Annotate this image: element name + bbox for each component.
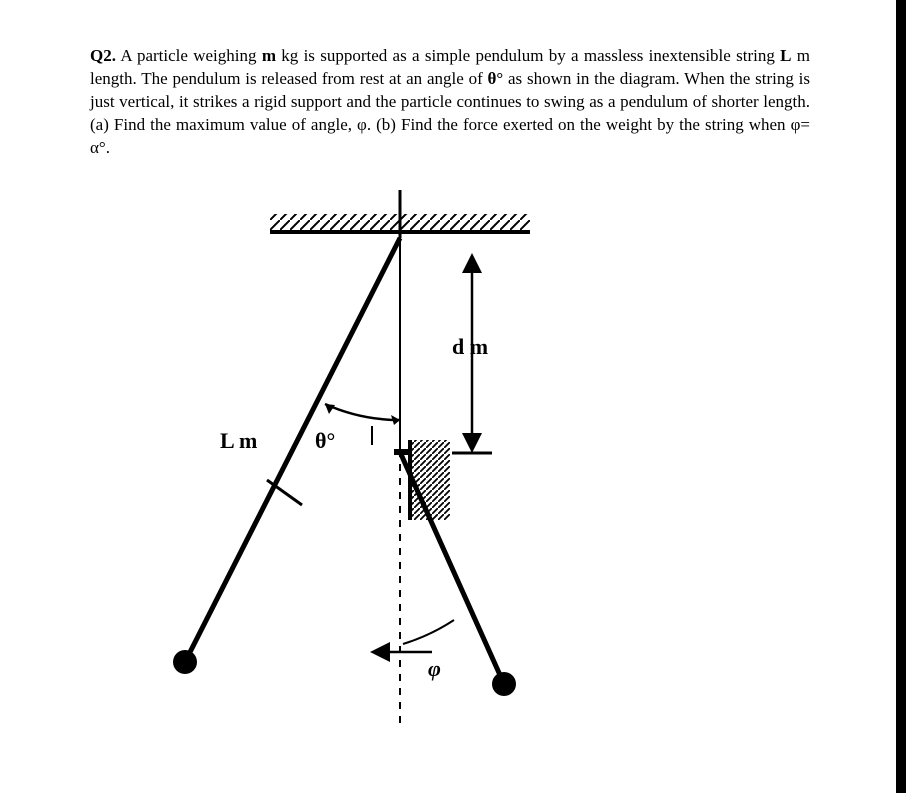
rigid-post	[410, 440, 450, 520]
q-p2: kg is supported as a simple pendulum by …	[276, 46, 780, 65]
question-text: Q2. A particle weighing m kg is supporte…	[90, 45, 810, 160]
label-phi: φ	[428, 656, 441, 681]
label-theta: θ°	[315, 428, 335, 453]
pendulum-diagram: L m θ° d m φ	[150, 190, 670, 750]
page-right-border	[896, 0, 906, 793]
string-left	[185, 238, 400, 662]
label-L: L m	[220, 428, 257, 453]
bob-left	[173, 650, 197, 674]
theta-arc	[325, 404, 400, 420]
q-theta: θ°	[488, 69, 504, 88]
question-number: Q2.	[90, 46, 116, 65]
bob-right	[492, 672, 516, 696]
page: Q2. A particle weighing m kg is supporte…	[0, 0, 906, 793]
label-d: d m	[452, 334, 488, 359]
q-length: L	[780, 46, 791, 65]
phi-indicator	[375, 620, 454, 652]
ceiling-support	[270, 214, 530, 232]
string-right	[400, 452, 504, 684]
q-mass: m	[262, 46, 276, 65]
q-p1: A particle weighing	[116, 46, 262, 65]
